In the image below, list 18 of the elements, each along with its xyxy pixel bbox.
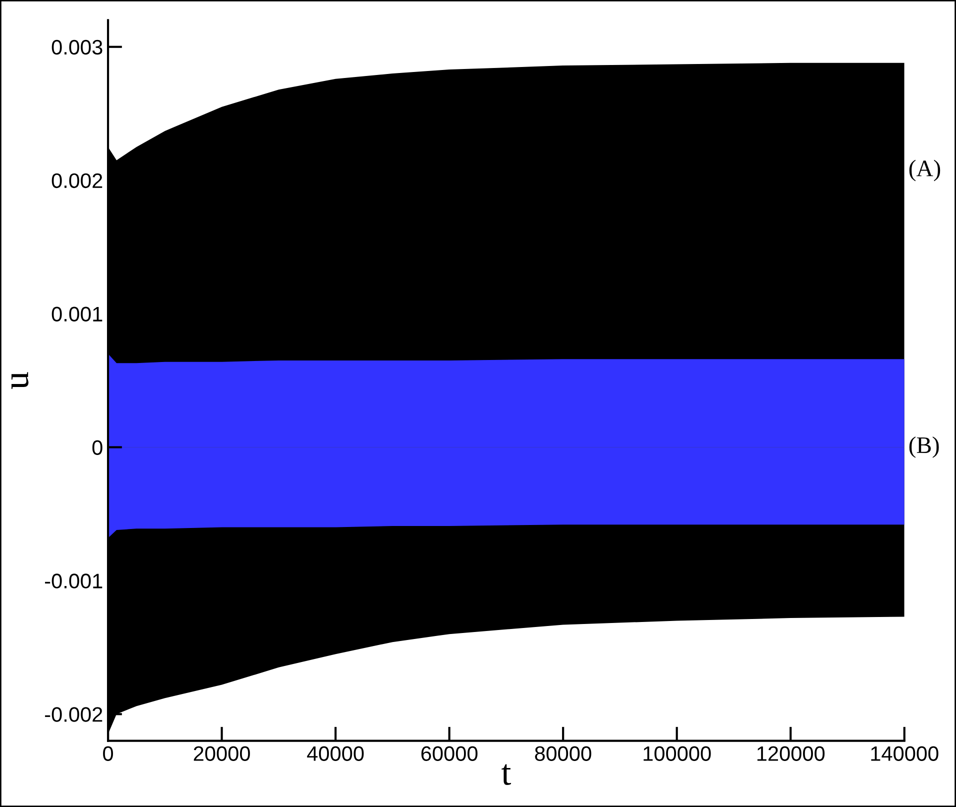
x-tick-label: 20000 [194,746,250,761]
x-tick-label: 80000 [535,746,592,761]
y-tick-label: 0.003 [52,40,102,55]
y-tick-label: 0.001 [52,306,102,322]
x-tick-label: 60000 [421,746,478,761]
y-tick-label: -0.001 [45,574,102,588]
y-tick-label: 0.002 [52,173,102,188]
y-tick-label: -0.002 [45,707,102,722]
x-axis-title: t [502,764,512,785]
x-tick-label: 120000 [757,746,825,761]
series-label: (B) [909,436,939,458]
x-tick-label: 0 [103,746,114,761]
x-tick-label: 100000 [644,746,711,761]
y-axis-title: u [12,372,28,390]
x-tick-label: 40000 [307,746,364,761]
y-tick-label: 0 [92,440,102,455]
series-label: (A) [909,160,940,182]
x-tick-label: 140000 [871,746,938,761]
